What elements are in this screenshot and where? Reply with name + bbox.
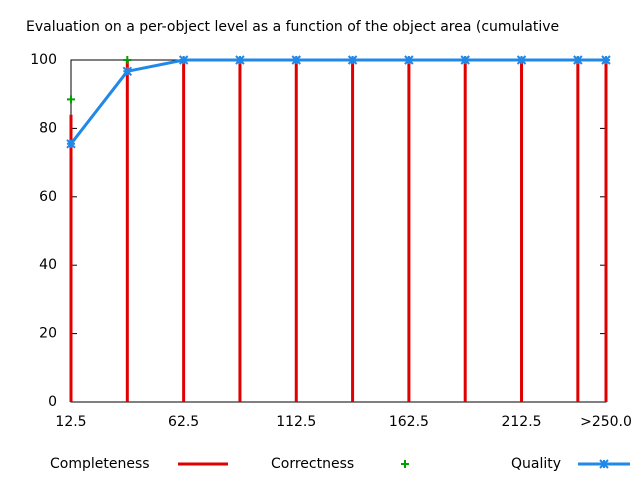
legend-label: Completeness xyxy=(50,456,150,472)
x-tick-label: 212.5 xyxy=(501,414,541,430)
point-marker xyxy=(67,95,75,104)
y-tick-label: 0 xyxy=(48,394,57,410)
y-tick-label: 60 xyxy=(39,189,57,205)
x-tick-label: >250.0 xyxy=(580,414,632,430)
point-marker xyxy=(66,139,76,149)
plot-border xyxy=(70,59,607,403)
point-marker xyxy=(178,55,189,65)
x-tick-label: 162.5 xyxy=(389,414,429,430)
y-tick-label: 40 xyxy=(39,257,57,273)
chart-title: Evaluation on a per-object level as a fu… xyxy=(26,19,559,35)
y-tick-label: 20 xyxy=(39,326,57,342)
legend-label: Quality xyxy=(511,456,561,472)
y-tick-label: 100 xyxy=(30,52,57,68)
x-tick-label: 62.5 xyxy=(168,414,199,430)
legend-swatch xyxy=(401,460,409,468)
legend-swatch-marker xyxy=(599,459,609,469)
point-marker xyxy=(235,55,245,65)
legend-label: Correctness xyxy=(271,456,354,472)
point-marker xyxy=(122,66,133,76)
x-tick-label: 112.5 xyxy=(276,414,316,430)
point-marker xyxy=(123,56,132,64)
series-line xyxy=(69,58,606,145)
y-tick-label: 80 xyxy=(39,120,57,136)
point-marker xyxy=(460,55,470,65)
point-marker xyxy=(404,55,414,65)
point-marker xyxy=(291,55,301,65)
point-marker xyxy=(573,55,583,65)
x-tick-label: 12.5 xyxy=(55,414,86,430)
point-marker xyxy=(347,55,358,65)
point-marker xyxy=(516,55,527,65)
point-marker xyxy=(601,55,611,65)
